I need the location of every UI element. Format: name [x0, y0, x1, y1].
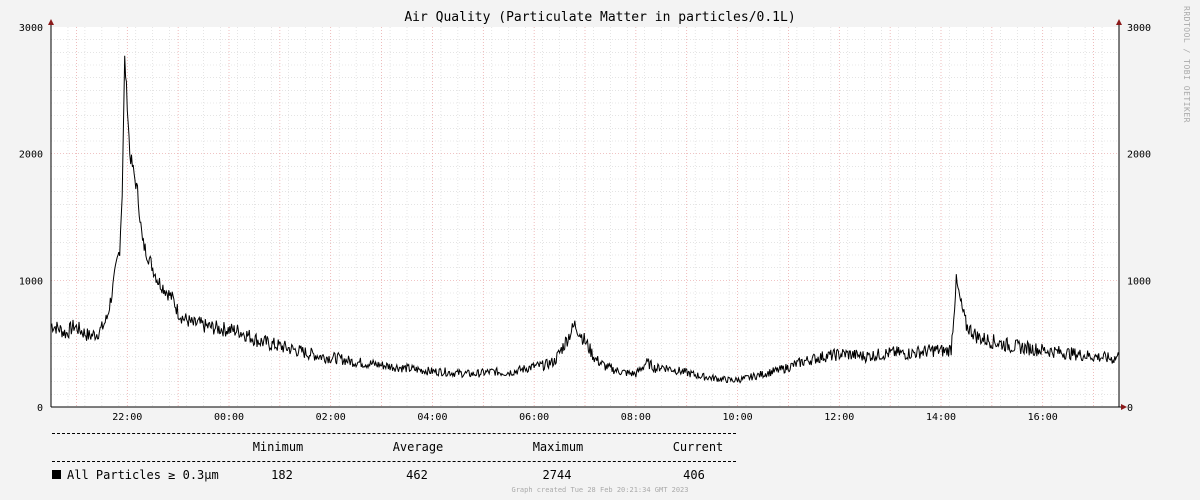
legend-value-minimum: 182	[271, 468, 293, 482]
chart-title: Air Quality (Particulate Matter in parti…	[404, 10, 796, 25]
y-axis-right-arrow	[1116, 19, 1122, 25]
y-axis-left-arrow	[48, 19, 54, 25]
legend-header-current: Current	[672, 440, 724, 454]
legend-value-maximum: 2744	[542, 468, 572, 482]
x-axis-arrow	[1121, 404, 1127, 410]
x-tick-label: 08:00	[621, 412, 651, 423]
x-tick-label: 00:00	[214, 412, 244, 423]
major-grid	[51, 27, 1119, 407]
y-tick-label-left: 3000	[19, 23, 43, 34]
legend-color-swatch	[52, 470, 61, 479]
y-tick-label-left: 2000	[19, 150, 43, 161]
y-tick-label-right: 1000	[1127, 276, 1151, 287]
x-tick-label: 14:00	[926, 412, 956, 423]
axes	[48, 19, 1127, 410]
tick-labels: 0 0 1000 1000 2000 2000 3000 3000 22:00 00:00 02:0…	[19, 23, 1151, 423]
rrdtool-watermark: RRDTOOL / TOBI OETIKER	[1182, 6, 1191, 123]
legend-header-maximum: Maximum	[532, 440, 584, 454]
legend-divider-bottom	[52, 461, 736, 462]
y-tick-label-left: 1000	[19, 276, 43, 287]
y-tick-label-right: 0	[1127, 403, 1133, 414]
x-tick-label: 04:00	[417, 412, 447, 423]
series-line-all-particles	[50, 55, 1120, 384]
x-tick-label: 10:00	[723, 412, 753, 423]
legend-header-minimum: Minimum	[252, 440, 304, 454]
y-tick-label-left: 0	[37, 403, 43, 414]
legend-value-average: 462	[406, 468, 428, 482]
x-tick-label: 06:00	[519, 412, 549, 423]
x-tick-label: 22:00	[112, 412, 142, 423]
legend-value-current: 406	[683, 468, 705, 482]
graph-created-footer: Graph created Tue 28 Feb 20:21:34 GMT 20…	[511, 486, 689, 494]
x-tick-label: 16:00	[1028, 412, 1058, 423]
y-tick-label-right: 2000	[1127, 150, 1151, 161]
legend-divider-top	[52, 433, 736, 434]
y-tick-label-right: 3000	[1127, 23, 1151, 34]
x-tick-label: 02:00	[316, 412, 346, 423]
legend-header-average: Average	[392, 440, 444, 454]
legend-series-label: All Particles ≥ 0.3µm	[67, 468, 219, 482]
x-tick-label: 12:00	[824, 412, 854, 423]
